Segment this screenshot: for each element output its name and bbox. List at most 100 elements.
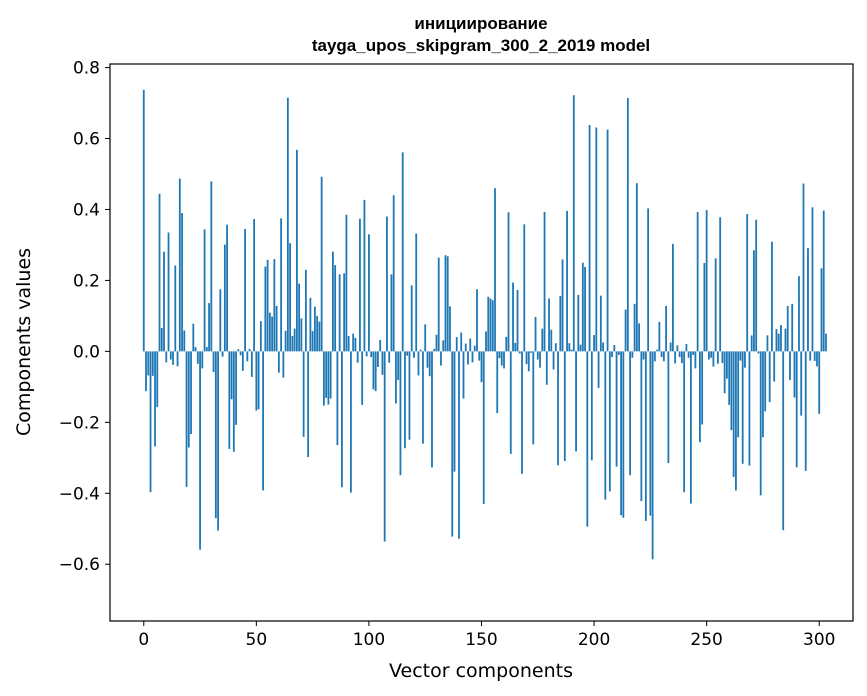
- bar-147: [473, 345, 476, 352]
- bar-224: [647, 208, 650, 352]
- x-tick-label: 300: [803, 630, 835, 650]
- bar-69: [298, 283, 301, 352]
- bar-130: [435, 334, 438, 352]
- bar-239: [680, 351, 683, 364]
- bar-37: [226, 224, 228, 352]
- bar-181: [550, 329, 553, 352]
- bar-204: [602, 342, 604, 352]
- bar-128: [431, 351, 433, 468]
- bar-131: [437, 257, 440, 352]
- bar-74: [309, 297, 312, 352]
- bar-150: [480, 351, 483, 383]
- bar-202: [597, 351, 600, 388]
- bar-14: [174, 265, 177, 352]
- bar-157: [496, 351, 499, 414]
- bar-294: [804, 351, 807, 471]
- bar-117: [406, 351, 409, 356]
- bar-11: [167, 232, 170, 352]
- bar-210: [615, 351, 618, 467]
- bar-123: [419, 349, 422, 352]
- bar-261: [730, 351, 733, 431]
- bar-286: [786, 305, 789, 352]
- bar-194: [579, 344, 582, 352]
- bar-298: [813, 351, 816, 361]
- bar-43: [239, 351, 242, 356]
- bar-271: [753, 250, 755, 352]
- bar-283: [780, 325, 782, 352]
- bar-218: [633, 303, 636, 352]
- bar-276: [764, 351, 767, 412]
- bar-81: [325, 351, 328, 398]
- y-tick-label: 0.8: [73, 59, 100, 79]
- bar-96: [359, 218, 361, 352]
- bar-30: [210, 181, 213, 352]
- bar-186: [561, 259, 564, 352]
- bar-249: [703, 263, 706, 352]
- bar-51: [257, 351, 260, 410]
- bar-251: [708, 351, 710, 360]
- bar-282: [777, 333, 780, 352]
- bar-111: [392, 195, 395, 352]
- bar-257: [721, 351, 724, 364]
- bar-45: [244, 228, 246, 352]
- bar-126: [426, 351, 429, 368]
- bar-264: [737, 351, 740, 438]
- bar-76: [313, 306, 316, 352]
- bar-121: [415, 233, 418, 352]
- bar-68: [295, 149, 298, 352]
- bar-231: [662, 351, 665, 362]
- bar-72: [304, 269, 307, 352]
- bar-222: [642, 351, 645, 360]
- bar-287: [789, 351, 791, 381]
- bar-253: [712, 351, 715, 367]
- bar-64: [286, 97, 289, 352]
- bar-112: [395, 351, 397, 404]
- bar-232: [665, 305, 668, 352]
- bar-207: [608, 351, 611, 492]
- bar-247: [699, 351, 701, 443]
- bar-88: [341, 351, 343, 488]
- bar-266: [741, 351, 744, 464]
- bar-143: [464, 343, 467, 352]
- bar-44: [241, 351, 244, 371]
- bar-190: [570, 349, 573, 352]
- bar-41: [235, 351, 237, 425]
- bar-0: [142, 89, 145, 352]
- bar-161: [505, 336, 508, 352]
- bar-10: [165, 351, 168, 363]
- bar-183: [554, 343, 557, 352]
- bar-8: [160, 327, 163, 352]
- bar-2: [147, 351, 150, 376]
- bar-250: [705, 210, 708, 352]
- bar-114: [399, 351, 402, 476]
- bar-77: [316, 315, 319, 352]
- bar-99: [365, 351, 368, 357]
- bar-59: [275, 305, 278, 352]
- plot-frame: [109, 63, 854, 622]
- bar-158: [498, 351, 501, 359]
- bar-91: [347, 336, 350, 352]
- bar-105: [379, 340, 382, 352]
- bar-289: [793, 351, 796, 398]
- bar-187: [563, 351, 566, 461]
- bar-192: [575, 351, 577, 452]
- bar-295: [807, 248, 809, 352]
- bar-160: [503, 351, 505, 369]
- bar-151: [482, 351, 485, 504]
- bar-118: [408, 351, 411, 440]
- bar-225: [649, 351, 652, 516]
- bar-116: [404, 351, 406, 449]
- bar-38: [228, 351, 231, 449]
- bar-141: [460, 332, 463, 352]
- bars-group: [142, 89, 827, 560]
- bar-56: [268, 312, 271, 352]
- bar-184: [557, 351, 559, 466]
- bar-33: [217, 351, 219, 531]
- bar-201: [595, 127, 598, 352]
- bar-270: [750, 335, 753, 352]
- bar-20: [187, 351, 190, 448]
- bar-221: [640, 351, 643, 502]
- bar-127: [428, 351, 431, 377]
- bar-1: [145, 351, 147, 392]
- bar-6: [156, 351, 159, 408]
